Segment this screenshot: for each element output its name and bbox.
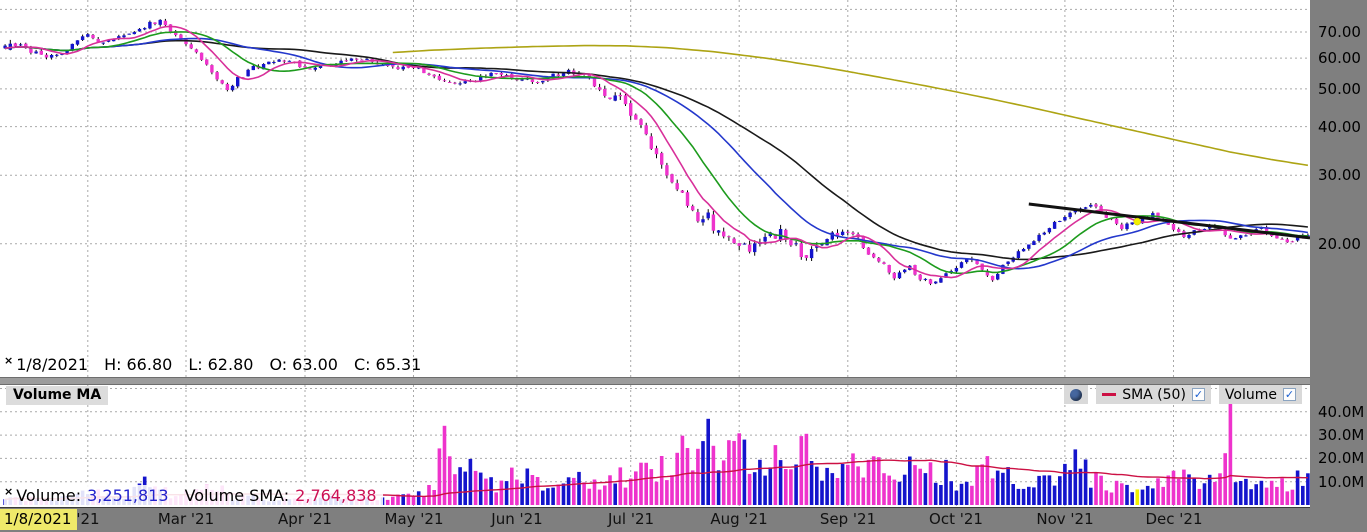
volume-status-row: × Volume: 3,251,813 Volume SMA: 2,764,838 xyxy=(4,485,383,506)
month-tick-label: Sep '21 xyxy=(819,510,877,528)
price-tick-label: 30.00 xyxy=(1318,166,1361,184)
volume-ma-panel-title: Volume MA xyxy=(6,386,109,405)
selected-date-badge: 1/8/2021 xyxy=(0,509,78,530)
sma-legend-label: SMA (50) xyxy=(1122,386,1186,403)
price-scale-axis[interactable]: 70.00 60.00 50.00 40.00 30.00 20.00 40.0M 30.0M… xyxy=(1310,0,1367,532)
sma-slow-blue xyxy=(4,37,1309,270)
panel-resize-handle[interactable] xyxy=(0,377,1367,385)
indicator-settings-chip[interactable] xyxy=(1064,385,1089,404)
month-tick-label: Jul '21 xyxy=(607,510,655,528)
month-tick-label: Jun '21 xyxy=(491,510,543,528)
volume-sma-label: Volume SMA: xyxy=(184,486,290,505)
month-tick-label: Aug '21 xyxy=(710,510,768,528)
open-label: O: xyxy=(269,355,288,374)
close-value: 65.31 xyxy=(375,355,422,374)
month-tick-label: Dec '21 xyxy=(1145,510,1203,528)
month-tick-label: May '21 xyxy=(384,510,444,528)
chart-canvas[interactable] xyxy=(0,0,1310,507)
time-scale-axis[interactable]: 1/8/2021 '21 Mar '21 Apr '21 May '21 Jun '21… xyxy=(0,507,1310,532)
price-tick-label: 20.00 xyxy=(1318,235,1361,253)
sma-checkbox[interactable]: ✓ xyxy=(1191,388,1205,401)
month-tick-label: Mar '21 xyxy=(157,510,215,528)
volume-legend-chip: Volume ✓ xyxy=(1218,385,1302,404)
drawn-trendline xyxy=(1028,202,1310,240)
low-label: L: xyxy=(188,355,203,374)
sma-legend-chip: SMA (50) ✓ xyxy=(1096,385,1211,404)
volume-tick-label: 10.0M xyxy=(1318,473,1365,491)
ohlc-date: 1/8/2021 xyxy=(16,355,89,374)
month-tick-label: '21 xyxy=(76,510,100,528)
price-tick-label: 60.00 xyxy=(1318,49,1361,67)
month-tick-label: Apr '21 xyxy=(278,510,332,528)
volume-value: 3,251,813 xyxy=(87,486,169,505)
grid-layer xyxy=(0,0,1310,506)
volume-tick-label: 30.0M xyxy=(1318,426,1365,444)
volume-label: Volume: xyxy=(16,486,82,505)
candles-layer xyxy=(3,18,1310,286)
volume-legend: SMA (50) ✓ Volume ✓ xyxy=(1064,385,1302,404)
high-label: H: xyxy=(104,355,122,374)
volume-sma-value: 2,764,838 xyxy=(295,486,377,505)
globe-icon xyxy=(1070,388,1083,401)
trendline-anchor-marker xyxy=(1133,217,1142,226)
price-tick-label: 40.00 xyxy=(1318,118,1361,136)
price-status-row: × 1/8/2021 H: 66.80 L: 62.80 O: 63.00 C: 65.31 xyxy=(4,354,437,376)
low-value: 62.80 xyxy=(207,355,254,374)
volume-checkbox[interactable]: ✓ xyxy=(1283,388,1296,401)
open-value: 63.00 xyxy=(292,355,338,374)
sma-long-olive xyxy=(392,44,1309,167)
price-status-close-icon[interactable]: × xyxy=(4,354,14,367)
volume-tick-label: 40.0M xyxy=(1318,403,1365,421)
price-tick-label: 50.00 xyxy=(1318,80,1361,98)
price-tick-label: 70.00 xyxy=(1318,23,1361,41)
volume-status-close-icon[interactable]: × xyxy=(4,485,14,498)
volume-legend-label: Volume xyxy=(1224,386,1277,403)
month-tick-label: Oct '21 xyxy=(929,510,983,528)
sma-mid-green xyxy=(4,31,1308,275)
month-tick-label: Nov '21 xyxy=(1036,510,1094,528)
close-label: C: xyxy=(353,355,371,374)
sma-line-swatch xyxy=(1102,393,1117,396)
high-value: 66.80 xyxy=(126,355,173,374)
volume-tick-label: 20.0M xyxy=(1318,449,1365,467)
